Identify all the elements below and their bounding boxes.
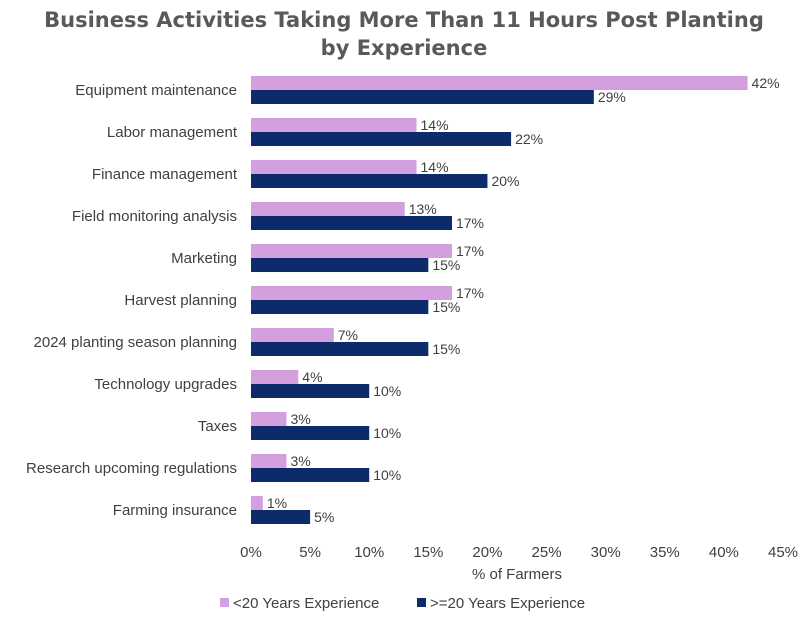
legend-swatch — [417, 598, 426, 607]
bar-under-20 — [251, 160, 417, 174]
category-label: Farming insurance — [113, 502, 237, 519]
data-label: 3% — [290, 453, 310, 469]
data-label: 4% — [302, 369, 322, 385]
bar-20-plus — [251, 426, 370, 440]
x-tick-label: 35% — [650, 544, 680, 561]
bar-under-20 — [251, 454, 287, 468]
bar-20-plus — [251, 510, 311, 524]
data-label: 10% — [373, 383, 401, 399]
data-labels-group: 42%29%14%22%14%20%13%17%17%15%17%15%7%15… — [267, 75, 780, 525]
bar-20-plus — [251, 342, 429, 356]
category-label: Harvest planning — [124, 292, 237, 309]
data-label: 15% — [432, 257, 460, 273]
bar-under-20 — [251, 370, 299, 384]
category-label: Field monitoring analysis — [72, 208, 237, 225]
x-tick-label: 5% — [299, 544, 321, 561]
data-label: 10% — [373, 467, 401, 483]
data-label: 17% — [456, 285, 484, 301]
legend-swatch — [220, 598, 229, 607]
bar-under-20 — [251, 286, 452, 300]
data-label: 14% — [421, 117, 449, 133]
data-label: 17% — [456, 243, 484, 259]
x-tick-label: 20% — [472, 544, 502, 561]
x-tick-label: 15% — [413, 544, 443, 561]
data-label: 22% — [515, 131, 543, 147]
category-label: Marketing — [171, 250, 237, 267]
legend: <20 Years Experience >=20 Years Experienc… — [220, 595, 585, 612]
data-label: 20% — [491, 173, 519, 189]
x-tick-label: 25% — [532, 544, 562, 561]
chart-title: Business Activities Taking More Than 11 … — [0, 6, 808, 62]
category-label: Research upcoming regulations — [26, 460, 237, 477]
bar-under-20 — [251, 328, 334, 342]
category-label: Finance management — [92, 166, 238, 183]
bar-20-plus — [251, 384, 370, 398]
x-axis-title: % of Farmers — [472, 566, 562, 583]
category-label: Labor management — [107, 124, 238, 141]
data-label: 13% — [409, 201, 437, 217]
data-label: 1% — [267, 495, 287, 511]
bar-20-plus — [251, 216, 452, 230]
bar-under-20 — [251, 496, 263, 510]
x-tick-label: 45% — [768, 544, 798, 561]
bars-group — [251, 76, 748, 524]
bar-20-plus — [251, 468, 370, 482]
legend-label: <20 Years Experience — [233, 595, 379, 612]
x-tick-label: 0% — [240, 544, 262, 561]
data-label: 3% — [290, 411, 310, 427]
category-label: Taxes — [198, 418, 237, 435]
x-tick-label: 10% — [354, 544, 384, 561]
data-label: 15% — [432, 299, 460, 315]
data-label: 17% — [456, 215, 484, 231]
data-label: 7% — [338, 327, 358, 343]
data-label: 5% — [314, 509, 334, 525]
data-label: 42% — [752, 75, 780, 91]
category-labels-group: Equipment maintenance Labor management Fin… — [26, 82, 238, 519]
data-label: 15% — [432, 341, 460, 357]
bar-under-20 — [251, 118, 417, 132]
bar-20-plus — [251, 132, 512, 146]
category-label: Equipment maintenance — [75, 82, 237, 99]
x-tick-label: 40% — [709, 544, 739, 561]
bar-20-plus — [251, 174, 488, 188]
category-label: 2024 planting season planning — [33, 334, 237, 351]
bar-20-plus — [251, 90, 594, 104]
bar-under-20 — [251, 412, 287, 426]
legend-label: >=20 Years Experience — [430, 595, 585, 612]
x-tick-label: 30% — [591, 544, 621, 561]
bar-under-20 — [251, 76, 748, 90]
x-tick-labels-group: 0% 5% 10% 15% 20% 25% 30% 35% 40% 45% — [240, 544, 798, 561]
chart-title-line-2: by Experience — [320, 36, 488, 60]
bar-under-20 — [251, 202, 405, 216]
bar-20-plus — [251, 300, 429, 314]
data-label: 29% — [598, 89, 626, 105]
data-label: 14% — [421, 159, 449, 175]
category-label: Technology upgrades — [94, 376, 237, 393]
bar-20-plus — [251, 258, 429, 272]
chart-title-line-1: Business Activities Taking More Than 11 … — [44, 8, 764, 32]
data-label: 10% — [373, 425, 401, 441]
bar-under-20 — [251, 244, 452, 258]
